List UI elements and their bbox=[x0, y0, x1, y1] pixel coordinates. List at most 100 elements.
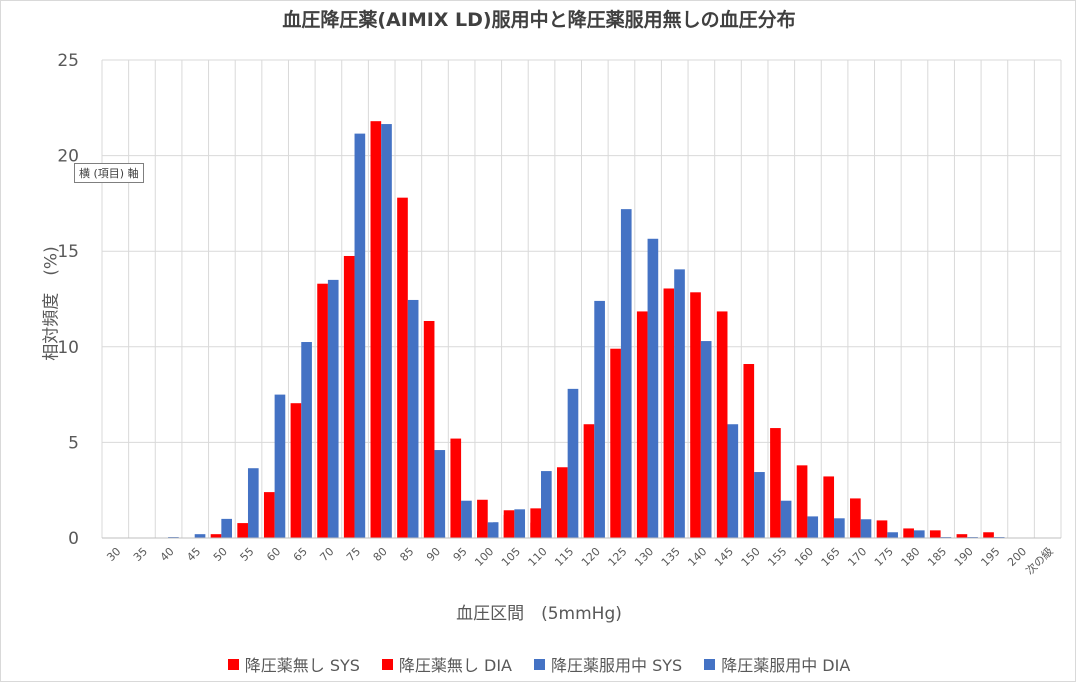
bar-2-120 bbox=[594, 300, 605, 538]
legend: 降圧薬無し SYS 降圧薬無し DIA 降圧薬服用中 SYS 降圧薬服用中 DI… bbox=[1, 652, 1075, 676]
legend-item-2[interactable]: 降圧薬服用中 SYS bbox=[534, 652, 682, 676]
x-tick-label: 45 bbox=[184, 545, 203, 564]
x-tick-label: 185 bbox=[925, 545, 949, 569]
bar-0-195 bbox=[983, 532, 994, 538]
bar-2-155 bbox=[780, 500, 792, 538]
bar-0-180 bbox=[903, 528, 914, 538]
legend-swatch bbox=[227, 658, 239, 670]
x-tick-label: 100 bbox=[472, 545, 496, 569]
bar-0-100 bbox=[477, 531, 483, 538]
bar-2-150 bbox=[754, 472, 765, 538]
bar-3-65 bbox=[301, 342, 312, 538]
bar-0-125 bbox=[610, 348, 621, 538]
bar-0-130 bbox=[636, 311, 648, 538]
bar-3-85 bbox=[407, 299, 419, 538]
bar-2-165 bbox=[834, 518, 845, 538]
legend-label: 降圧薬服用中 SYS bbox=[551, 656, 683, 675]
bar-1-60 bbox=[263, 492, 275, 538]
bar-1-110 bbox=[530, 522, 536, 538]
bar-0-185 bbox=[929, 530, 941, 538]
bar-0-145 bbox=[716, 311, 728, 538]
x-tick-label: 190 bbox=[952, 545, 976, 569]
x-tick-label: 155 bbox=[765, 545, 789, 569]
legend-label: 降圧薬無し DIA bbox=[398, 656, 512, 675]
x-tick-label: 120 bbox=[579, 545, 603, 569]
bar-2-125 bbox=[620, 209, 632, 539]
bar-3-105 bbox=[519, 531, 526, 538]
x-tick-label: 65 bbox=[291, 545, 310, 564]
y-tick-label: 5 bbox=[68, 433, 79, 453]
x-tick-label: 次の級 bbox=[1023, 544, 1056, 577]
x-tick-label: 95 bbox=[451, 545, 470, 564]
bar-0-190 bbox=[956, 534, 968, 538]
x-tick-label: 110 bbox=[526, 545, 550, 569]
bar-1-55 bbox=[237, 523, 248, 538]
x-tick-label: 55 bbox=[238, 545, 257, 564]
bar-1-85 bbox=[397, 197, 408, 538]
y-tick-label: 10 bbox=[57, 338, 79, 358]
legend-label: 降圧薬服用中 DIA bbox=[721, 656, 851, 675]
bar-0-165 bbox=[823, 476, 835, 538]
bar-3-50 bbox=[221, 518, 232, 538]
legend-item-3[interactable]: 降圧薬服用中 DIA bbox=[704, 652, 850, 676]
x-tick-label: 145 bbox=[712, 545, 736, 569]
bar-1-65 bbox=[290, 403, 302, 538]
y-tick-label: 25 bbox=[57, 51, 79, 71]
bar-3-80 bbox=[381, 124, 392, 538]
bar-0-110 bbox=[530, 508, 542, 538]
legend-swatch bbox=[381, 658, 393, 670]
bar-3-70 bbox=[327, 279, 339, 538]
legend-swatch bbox=[704, 658, 716, 670]
x-tick-label: 140 bbox=[685, 545, 709, 569]
bar-2-175 bbox=[887, 532, 898, 538]
x-tick-label: 160 bbox=[792, 545, 816, 569]
legend-item-1[interactable]: 降圧薬無し DIA bbox=[381, 652, 512, 676]
x-tick-label: 40 bbox=[158, 545, 177, 564]
x-tick-label: 170 bbox=[845, 545, 869, 569]
x-tick-label: 50 bbox=[211, 545, 230, 564]
bar-0-170 bbox=[850, 498, 861, 538]
bar-2-160 bbox=[807, 516, 819, 538]
x-tick-label: 75 bbox=[344, 545, 363, 564]
x-axis-title: 血圧区間 (5mmHg) bbox=[456, 604, 622, 624]
bar-2-145 bbox=[727, 424, 739, 538]
x-tick-label: 180 bbox=[899, 545, 923, 569]
bar-3-110 bbox=[546, 535, 552, 538]
bar-0-115 bbox=[556, 467, 568, 538]
bar-2-135 bbox=[674, 269, 685, 538]
x-tick-label: 85 bbox=[397, 545, 416, 564]
bar-1-50 bbox=[210, 534, 222, 538]
x-tick-label: 125 bbox=[606, 545, 630, 569]
bar-3-45 bbox=[194, 534, 206, 538]
bar-2-110 bbox=[541, 471, 552, 538]
bar-0-120 bbox=[583, 424, 595, 538]
bar-3-95 bbox=[461, 500, 472, 538]
bar-2-95 bbox=[466, 530, 472, 538]
bar-0-140 bbox=[690, 292, 701, 538]
x-tick-label: 175 bbox=[872, 545, 896, 569]
y-tick-label: 15 bbox=[57, 242, 79, 262]
legend-label: 降圧薬無し SYS bbox=[244, 656, 360, 675]
legend-item-0[interactable]: 降圧薬無し SYS bbox=[227, 652, 360, 676]
bar-3-115 bbox=[572, 536, 579, 538]
x-tick-label: 165 bbox=[819, 545, 843, 569]
x-tick-label: 115 bbox=[552, 545, 576, 569]
bar-0-135 bbox=[663, 288, 675, 538]
bar-1-80 bbox=[370, 121, 382, 539]
bar-0-105 bbox=[503, 515, 510, 538]
bar-3-90 bbox=[434, 450, 446, 538]
x-tick-label: 70 bbox=[317, 545, 336, 564]
x-tick-label: 60 bbox=[264, 545, 283, 564]
bar-1-70 bbox=[317, 283, 328, 538]
x-tick-label: 105 bbox=[499, 545, 523, 569]
bar-0-95 bbox=[450, 534, 456, 538]
x-tick-label: 35 bbox=[131, 545, 150, 564]
bar-2-140 bbox=[700, 341, 712, 538]
bar-3-55 bbox=[247, 468, 259, 538]
bar-1-75 bbox=[343, 255, 355, 539]
x-tick-label: 150 bbox=[739, 545, 763, 569]
x-tick-label: 195 bbox=[978, 545, 1002, 569]
x-tick-label: 80 bbox=[371, 545, 390, 564]
